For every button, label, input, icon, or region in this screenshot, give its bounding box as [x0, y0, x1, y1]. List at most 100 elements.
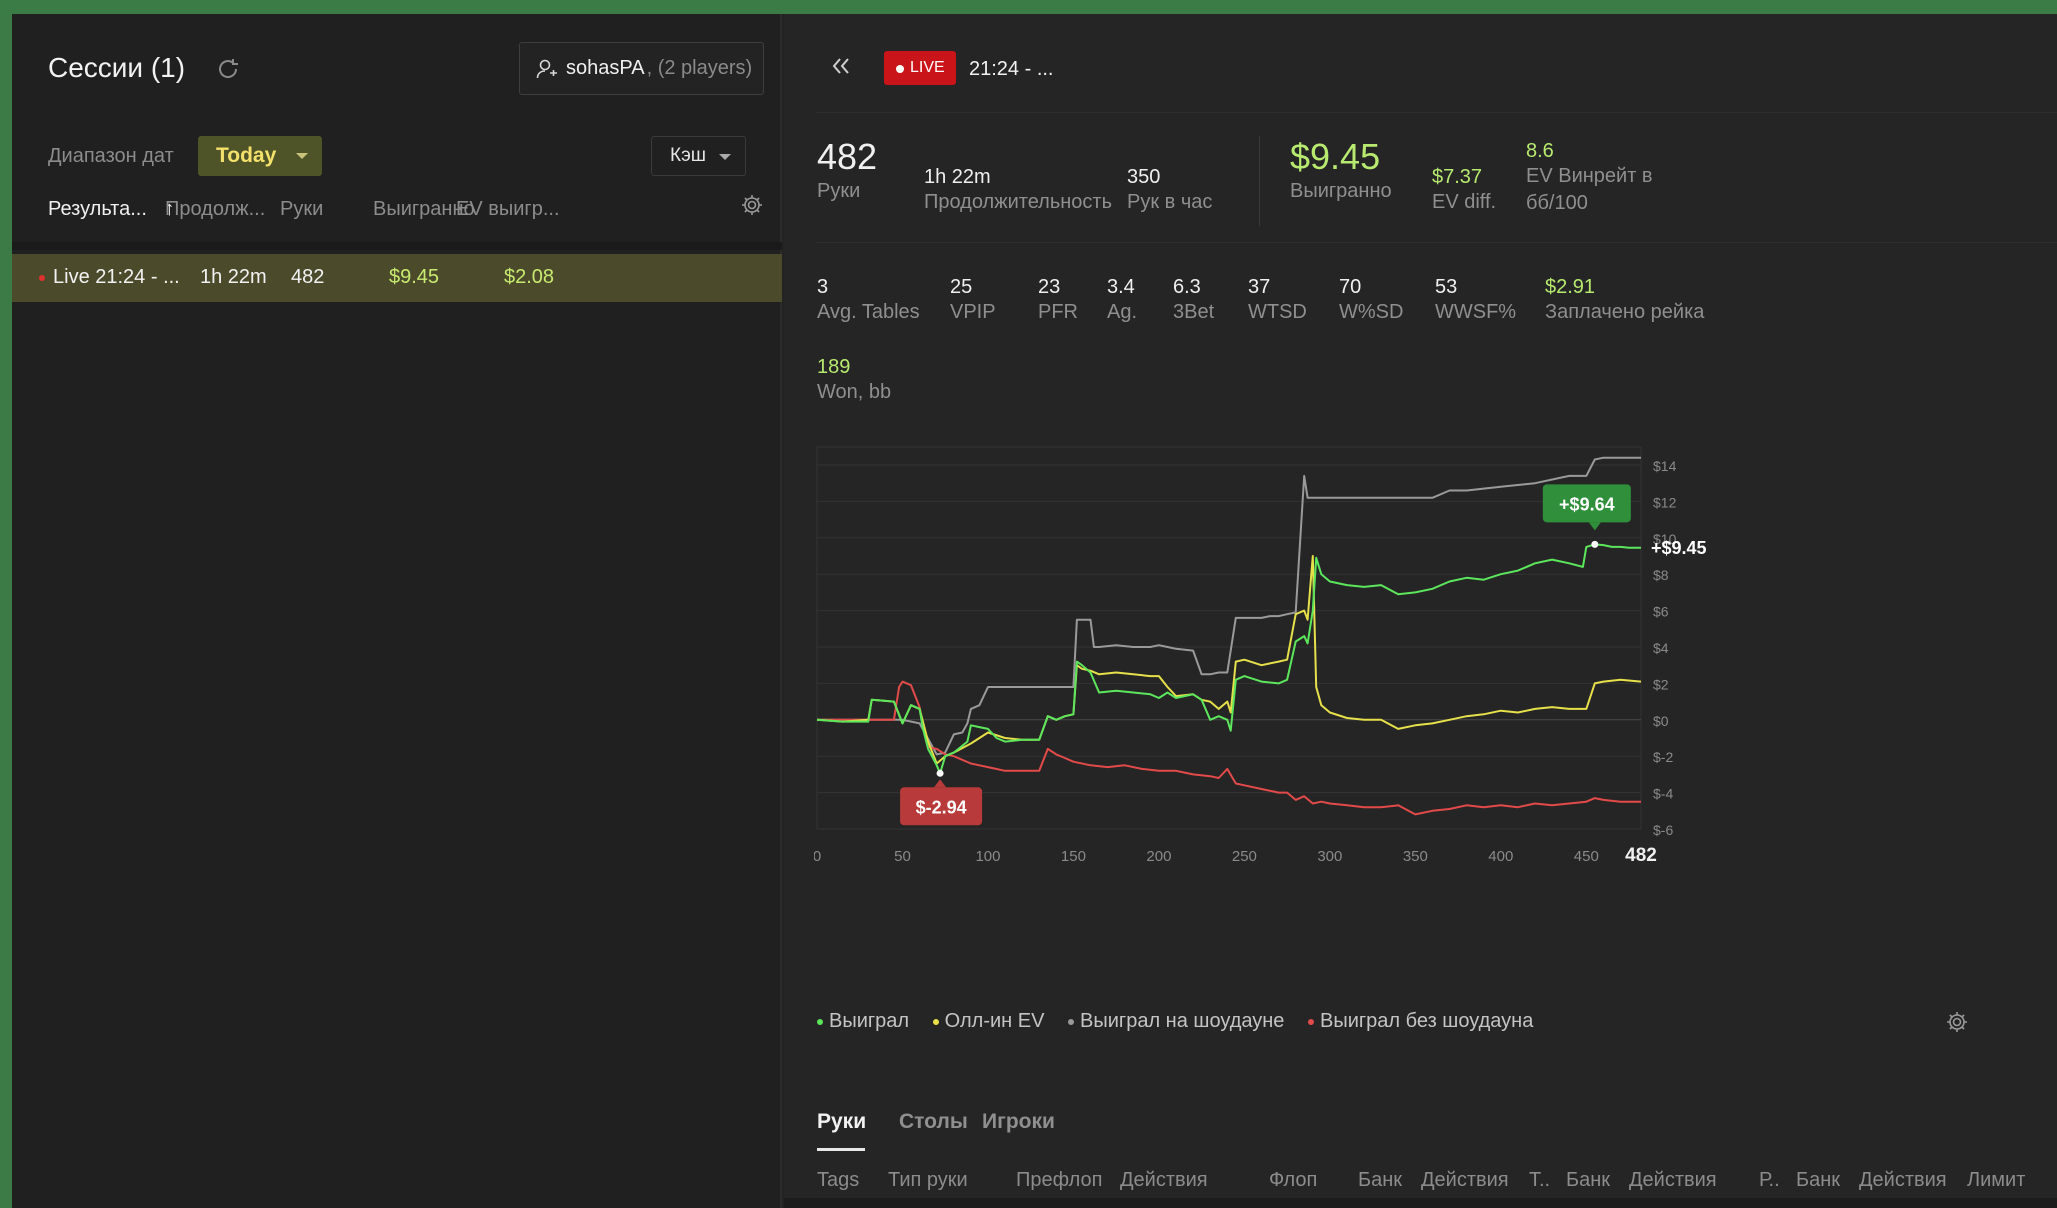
x-tick-label: 50: [894, 848, 911, 865]
table-header-turn[interactable]: Т..: [1529, 1169, 1551, 1191]
player-selector-button[interactable]: sohasPA , (2 players): [519, 42, 764, 95]
min-label: $-2.94: [916, 797, 967, 817]
table-header-tags[interactable]: Tags: [817, 1169, 860, 1191]
stat-value: 3: [817, 276, 829, 298]
tab-players[interactable]: Игроки: [982, 1110, 1055, 1133]
legend-item-allin-ev[interactable]: Олл-ин EV: [932, 1010, 1044, 1032]
column-header-result[interactable]: Результа... ↑: [48, 198, 174, 221]
divider: [816, 112, 2057, 113]
session-title: 21:24 - ...: [969, 58, 1054, 80]
stat-label: 3Bet: [1173, 301, 1215, 323]
game-type-dropdown[interactable]: Кэш: [651, 136, 746, 176]
app-window: Сессии (1) sohasPA , (2 players) Диапазо…: [12, 14, 2057, 1208]
stat-value: 3.4: [1107, 276, 1135, 298]
table-header-limit[interactable]: Лимит: [1967, 1169, 2026, 1191]
stat-vpip: 25 VPIP: [950, 276, 996, 326]
y-tick-label: $2: [1653, 676, 1669, 692]
y-tick-label: $8: [1653, 567, 1669, 583]
chevron-down-icon: [296, 153, 308, 159]
session-won: $9.45: [389, 266, 440, 288]
legend-dot-icon: [932, 1018, 939, 1025]
table-header-river[interactable]: Р..: [1759, 1169, 1780, 1191]
session-row[interactable]: Live 21:24 - ... 1h 22m 482 $9.45 $2.08: [12, 254, 782, 302]
column-header-label: Результа...: [48, 198, 147, 220]
y-tick-label: $-6: [1653, 822, 1673, 838]
table-header-preflop[interactable]: Префлоп: [1016, 1169, 1103, 1191]
profit-chart: $14 $12 $10 $8 $6 $4 $2 $0 $-2 $-4 $-6 0 50 100 150 200…: [814, 446, 1707, 866]
active-tab-indicator: [817, 1148, 865, 1151]
stat-value: 25: [950, 276, 973, 298]
stat-value: 53: [1435, 276, 1458, 298]
table-header-preflop-actions[interactable]: Действия: [1120, 1169, 1208, 1191]
min-point: [936, 769, 944, 777]
y-tick-label: $-2: [1653, 749, 1673, 765]
x-tick-label: 250: [1232, 848, 1257, 865]
chart-legend: Выиграл Олл-ин EV Выиграл на шоудауне Вы…: [817, 1010, 1551, 1033]
table-header-river-actions[interactable]: Действия: [1859, 1169, 1947, 1191]
stat-value: 70: [1339, 276, 1362, 298]
stat-value: 6.3: [1173, 276, 1201, 298]
stat-won-bb: 189 Won, bb: [817, 356, 891, 406]
tab-hands[interactable]: Руки: [817, 1110, 867, 1133]
stat-wwsf: 53 WWSF%: [1435, 276, 1516, 326]
stat-label: Ag.: [1107, 301, 1138, 323]
x-tick-label: 350: [1403, 848, 1428, 865]
stat-label: VPIP: [950, 301, 996, 323]
table-header-river-pot[interactable]: Банк: [1796, 1169, 1841, 1191]
stat-label: Продолжительность: [924, 191, 1112, 213]
date-range-dropdown[interactable]: Today: [198, 136, 322, 176]
stat-ev-winrate: 8.6 EV Винрейт в бб/100: [1526, 140, 1666, 217]
stat-value: 482: [817, 136, 878, 177]
table-header-flop[interactable]: Флоп: [1269, 1169, 1318, 1191]
stat-label: PFR: [1038, 301, 1078, 323]
tab-tables[interactable]: Столы: [899, 1110, 968, 1133]
max-label-pointer: [1588, 522, 1601, 531]
stat-wsd: 70 W%SD: [1339, 276, 1403, 326]
live-badge: LIVE: [884, 51, 956, 85]
column-header-duration[interactable]: Продолж...: [165, 198, 266, 220]
end-label: +$9.45: [1651, 538, 1707, 558]
player-count: , (2 players): [646, 57, 753, 79]
x-tick-label: 0: [814, 848, 821, 865]
max-point: [1591, 540, 1599, 548]
stat-3bet: 6.3 3Bet: [1173, 276, 1214, 326]
legend-item-no-showdown[interactable]: Выиграл без шоудауна: [1308, 1010, 1533, 1032]
stat-label: Выигранно: [1290, 180, 1392, 202]
table-header-turn-pot[interactable]: Банк: [1566, 1169, 1611, 1191]
x-tick-label: 200: [1146, 848, 1171, 865]
y-tick-label: $10: [1653, 531, 1677, 547]
series-line-no-showdown: [817, 680, 1641, 816]
header-divider: [12, 242, 782, 250]
max-label-box: [1542, 484, 1631, 523]
session-hands: 482: [291, 266, 325, 288]
divider: [816, 242, 2057, 243]
refresh-icon[interactable]: [215, 56, 241, 82]
stat-won: $9.45 Выигранно: [1290, 136, 1392, 205]
session-detail-panel: LIVE 21:24 - ... 482 Руки 1h 22m Продолж…: [784, 14, 2057, 1208]
gear-icon[interactable]: [740, 193, 764, 217]
stat-value: $7.37: [1432, 166, 1483, 188]
x-tick-label: 100: [975, 848, 1000, 865]
table-header-flop-pot[interactable]: Банк: [1358, 1169, 1403, 1191]
stat-label: Рук в час: [1127, 191, 1213, 213]
legend-item-showdown[interactable]: Выиграл на шоудауне: [1068, 1010, 1284, 1032]
series-line-showdown: [817, 456, 1641, 756]
table-header-hand-type[interactable]: Тип руки: [888, 1169, 968, 1191]
stat-label: EV diff.: [1432, 191, 1497, 213]
collapse-double-chevron-icon[interactable]: [829, 54, 853, 78]
column-header-hands[interactable]: Руки: [280, 198, 324, 220]
y-tick-label: $14: [1653, 458, 1677, 474]
session-name: Live 21:24 - ...: [39, 266, 180, 289]
stat-label: Руки: [817, 180, 861, 202]
legend-item-won[interactable]: Выиграл: [817, 1010, 909, 1032]
column-header-ev-won[interactable]: EV выигр...: [456, 198, 560, 220]
stat-pfr: 23 PFR: [1038, 276, 1078, 326]
series-line-allin-ev: [816, 555, 1642, 765]
column-header-won[interactable]: Выигранно: [373, 198, 475, 220]
table-header-turn-actions[interactable]: Действия: [1629, 1169, 1717, 1191]
stat-label: WWSF%: [1435, 301, 1517, 323]
table-header-flop-actions[interactable]: Действия: [1421, 1169, 1509, 1191]
gear-icon[interactable]: [1945, 1010, 1969, 1034]
date-range-value: Today: [216, 144, 277, 167]
stat-duration: 1h 22m Продолжительность: [924, 166, 1112, 216]
